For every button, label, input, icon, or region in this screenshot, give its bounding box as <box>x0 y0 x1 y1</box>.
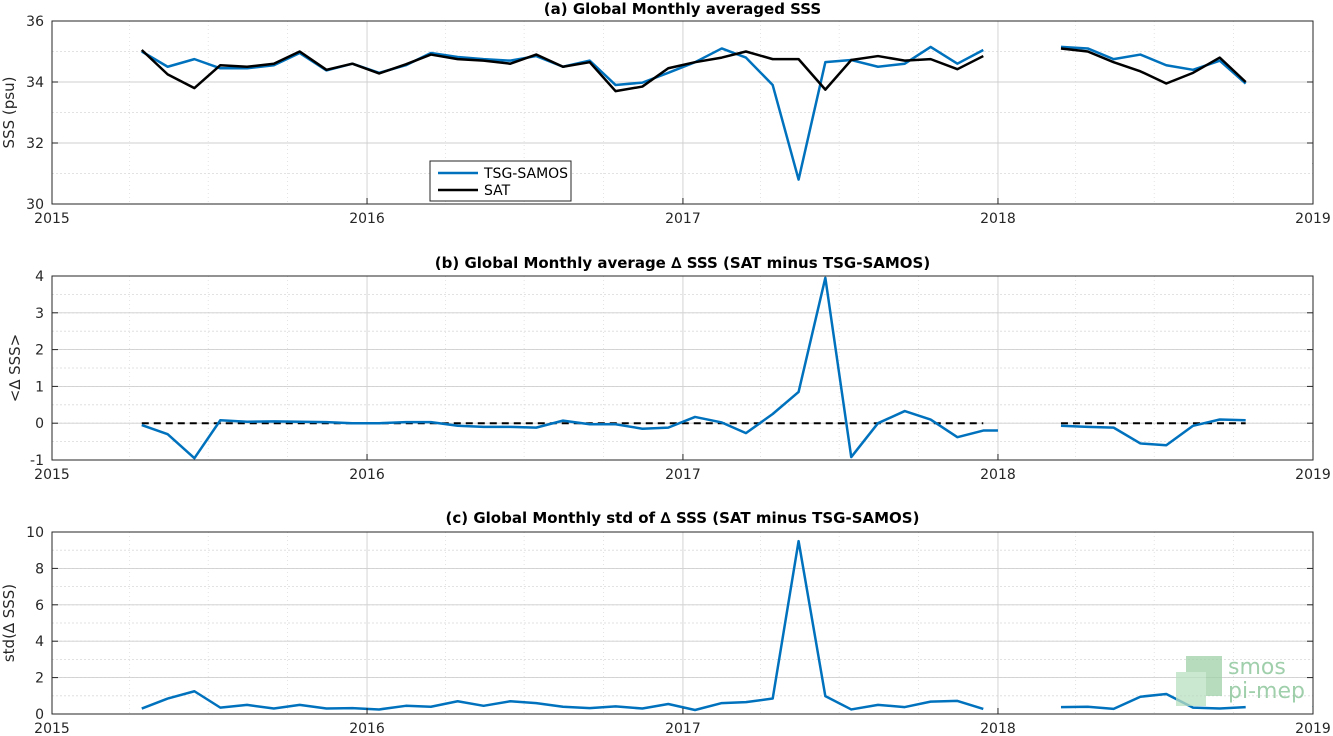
panel-b: -1 0 1 2 3 4 2015 2016 2017 2018 2019 (b) Global Mo… <box>6 254 1331 483</box>
y-tick-label: 2 <box>35 343 44 359</box>
panel-c: 0 2 4 6 8 10 2015 2016 2017 2018 2019 (c) Global Mo… <box>0 509 1331 736</box>
y-tick-label: 10 <box>26 525 44 541</box>
x-tick-label: 2016 <box>349 211 385 227</box>
series-line-sat <box>1060 47 1247 85</box>
x-tick-label: 2018 <box>980 467 1016 483</box>
y-tick-label: 0 <box>35 416 44 432</box>
logo-text-line2: pi-mep <box>1228 679 1305 704</box>
y-axis-label: <∆ SSS> <box>6 334 24 403</box>
x-tick-label: 2015 <box>34 721 70 736</box>
smos-pi-mep-logo: smos pi-mep <box>1176 655 1305 706</box>
series-line-delta-sss <box>1060 418 1246 447</box>
x-tick-label: 2017 <box>665 211 701 227</box>
y-tick-label: 0 <box>35 707 44 723</box>
series-line-tsg-samos <box>1060 45 1247 85</box>
y-tick-label: 8 <box>35 561 44 577</box>
y-axis-label: std(∆ SSS) <box>0 584 18 662</box>
y-tick-label: 34 <box>26 75 44 91</box>
y-tick-label: 6 <box>35 598 44 614</box>
x-tick-label: 2016 <box>349 721 385 736</box>
series-line-delta-sss <box>141 539 984 712</box>
x-tick-label: 2019 <box>1295 211 1331 227</box>
chart-title: (a) Global Monthly averaged SSS <box>544 0 821 18</box>
legend: TSG-SAMOS SAT <box>429 160 572 202</box>
series-line-delta-sss <box>141 276 998 460</box>
x-tick-label: 2019 <box>1295 467 1331 483</box>
logo-text-line1: smos <box>1228 655 1286 680</box>
series-line-sat <box>1312 162 1313 165</box>
logo-emblem-shadow <box>1176 672 1206 706</box>
y-tick-label: 3 <box>35 306 44 322</box>
x-tick-label: 2018 <box>980 211 1016 227</box>
legend-box <box>429 160 572 202</box>
y-axis-label: SSS (psu) <box>0 77 18 149</box>
legend-label-tsg: TSG-SAMOS <box>483 166 568 182</box>
y-tick-label: 36 <box>26 14 44 30</box>
x-tick-label: 2015 <box>34 211 70 227</box>
y-tick-label: 30 <box>26 197 44 213</box>
series-line-delta-sss <box>1060 692 1246 711</box>
y-tick-label: 1 <box>35 379 44 395</box>
y-tick-label: 2 <box>35 671 44 687</box>
legend-label-sat: SAT <box>484 183 511 199</box>
y-tick-label: 32 <box>26 136 44 152</box>
x-tick-label: 2015 <box>34 467 70 483</box>
panel-a: 30 32 34 36 2015 2016 2017 2018 2019 (a) Global M… <box>0 0 1331 227</box>
series-line-delta-sss <box>1312 705 1313 708</box>
chart-title: (b) Global Monthly average ∆ SSS (SAT mi… <box>435 254 930 272</box>
series-line-delta-sss <box>1312 443 1313 445</box>
x-tick-label: 2017 <box>665 467 701 483</box>
x-tick-label: 2017 <box>665 721 701 736</box>
x-tick-label: 2019 <box>1295 721 1331 736</box>
x-tick-label: 2018 <box>980 721 1016 736</box>
y-tick-label: 4 <box>35 634 44 650</box>
y-tick-label: -1 <box>30 453 44 469</box>
series-line-tsg-samos <box>1312 146 1313 148</box>
series-line-sat <box>140 49 984 93</box>
y-tick-label: 4 <box>35 269 44 285</box>
chart-title: (c) Global Monthly std of ∆ SSS (SAT min… <box>446 509 920 527</box>
x-tick-label: 2016 <box>349 467 385 483</box>
